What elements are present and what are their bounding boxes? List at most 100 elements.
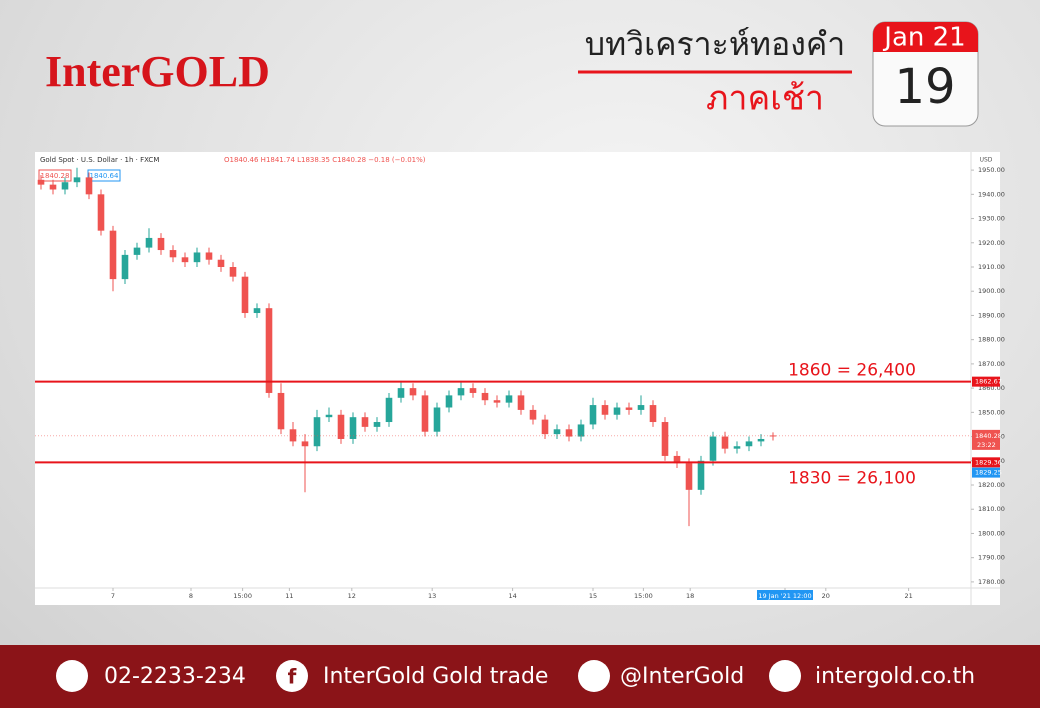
x-tick-label: 15:00 xyxy=(634,592,653,600)
level-note: 1860 = 26,400 xyxy=(788,361,916,381)
phone[interactable]: 02-2233-234 xyxy=(104,664,246,689)
candle-body xyxy=(277,392,285,430)
bid-tag xyxy=(972,467,1000,478)
candle-body xyxy=(337,414,345,439)
candle-body xyxy=(361,417,369,427)
symbol-info: Gold Spot · U.S. Dollar · 1h · FXCM xyxy=(40,156,159,164)
candle-body xyxy=(169,250,177,258)
candle-body xyxy=(541,419,549,435)
candle-body xyxy=(253,308,261,314)
y-tick-label: 1790.00 xyxy=(978,554,1005,562)
y-tick-label: 1860.00 xyxy=(978,384,1005,392)
x-tick-label: 12 xyxy=(348,592,356,600)
candle-body xyxy=(493,400,501,403)
candle-body xyxy=(505,395,513,403)
x-tick-label: 13 xyxy=(428,592,436,600)
x-tick-label: 20 xyxy=(822,592,830,600)
phone-icon xyxy=(56,660,88,692)
candle-body xyxy=(157,237,165,251)
candle-body xyxy=(421,395,429,432)
y-tick-label: 1900.00 xyxy=(978,287,1005,295)
candle-body xyxy=(589,405,597,425)
sell-tag xyxy=(38,169,72,182)
brand: InterGOLD xyxy=(45,47,270,96)
website[interactable]: intergold.co.th xyxy=(815,664,975,689)
y-tick-label: 1910.00 xyxy=(978,263,1005,271)
candle-body xyxy=(457,388,465,396)
facebook-icon xyxy=(276,660,308,692)
candle-body xyxy=(685,463,693,490)
candle-body xyxy=(121,254,129,280)
candle-body xyxy=(577,424,585,437)
bid-label: 1829.25 xyxy=(975,469,1002,477)
subtitle: ภาคเช้า xyxy=(706,79,824,119)
y-tick-label: 1800.00 xyxy=(978,529,1005,537)
line-id[interactable]: @InterGold xyxy=(620,664,744,689)
candle-body xyxy=(265,308,273,393)
candle-body xyxy=(109,230,117,280)
ohlc-info: O1840.46 H1841.74 L1838.35 C1840.28 −0.1… xyxy=(224,156,426,164)
candle-body xyxy=(709,436,717,461)
x-tick-label: 15 xyxy=(589,592,597,600)
footer xyxy=(0,645,1040,708)
web-icon xyxy=(769,660,801,692)
candle-body xyxy=(349,417,357,439)
y-tick-label: 1920.00 xyxy=(978,239,1005,247)
candle-body xyxy=(697,460,705,490)
candle-body xyxy=(193,252,201,263)
candle-body xyxy=(181,257,189,263)
candle-body xyxy=(613,407,621,415)
level-label: 1829.36 xyxy=(975,458,1002,466)
candle-body xyxy=(49,184,57,190)
candle-body xyxy=(721,436,729,449)
buy-price: 1840.64 xyxy=(90,172,119,180)
candle-body xyxy=(301,441,309,447)
y-tick-label: 1880.00 xyxy=(978,336,1005,344)
candle-body xyxy=(481,392,489,401)
candle-body xyxy=(325,414,333,418)
candle-body xyxy=(637,405,645,410)
candle-body xyxy=(289,429,297,442)
candle-body xyxy=(313,417,321,447)
candle-body xyxy=(517,395,525,410)
candle-body xyxy=(97,194,105,231)
y-tick-label: 1890.00 xyxy=(978,311,1005,319)
calendar-day: 19 xyxy=(894,59,955,115)
candle-body xyxy=(409,388,417,396)
candle-body xyxy=(229,267,237,277)
y-tick-label: 1780.00 xyxy=(978,578,1005,586)
sell-price: 1840.28 xyxy=(41,172,70,180)
x-tick-label: 21 xyxy=(904,592,912,600)
candle-body xyxy=(217,259,225,267)
y-tick-label: 1870.00 xyxy=(978,360,1005,368)
candle-body xyxy=(205,252,213,260)
currency: USD xyxy=(980,157,993,164)
candle-body xyxy=(241,276,249,314)
chart-panel xyxy=(35,152,1000,605)
candle-body xyxy=(85,177,93,195)
level-tag xyxy=(972,457,1000,468)
level-note: 1830 = 26,100 xyxy=(788,468,916,488)
candle-body xyxy=(37,179,45,185)
candle-body xyxy=(145,237,153,248)
last-price-tag xyxy=(972,429,1000,450)
candle-body xyxy=(553,429,561,435)
candle-body xyxy=(133,247,141,255)
candle-body xyxy=(757,438,765,442)
y-tick-label: 1810.00 xyxy=(978,505,1005,513)
x-tick-label: 8 xyxy=(189,592,193,600)
x-tick-label: 7 xyxy=(111,592,115,600)
candle-body xyxy=(565,429,573,437)
candle-body xyxy=(529,409,537,420)
candle-body xyxy=(733,446,741,449)
y-tick-label: 1820.00 xyxy=(978,481,1005,489)
level-tag xyxy=(972,376,1000,387)
x-tick-label: 19 Jan '21 12:00 xyxy=(758,592,811,600)
facebook[interactable]: InterGold Gold trade xyxy=(323,664,548,689)
y-tick-label: 1950.00 xyxy=(978,166,1005,174)
x-tick-label: 14 xyxy=(508,592,516,600)
x-tick-label: 15:00 xyxy=(233,592,252,600)
title: บทวิเคราะห์ทองคำ xyxy=(585,25,845,63)
